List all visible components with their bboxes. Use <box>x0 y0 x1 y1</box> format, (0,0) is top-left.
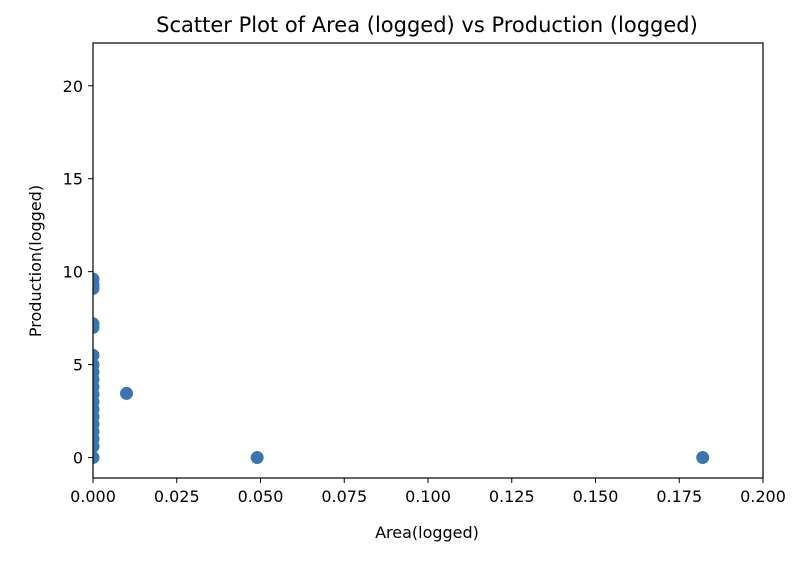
data-point <box>93 451 100 465</box>
x-tick-label: 0.025 <box>154 487 200 506</box>
data-point <box>93 317 100 331</box>
x-tick-label: 0.000 <box>70 487 116 506</box>
x-tick-label: 0.125 <box>489 487 535 506</box>
x-tick-label: 0.175 <box>656 487 702 506</box>
x-tick-label: 0.150 <box>573 487 619 506</box>
chart-title: Scatter Plot of Area (logged) vs Product… <box>156 13 698 37</box>
x-tick-label: 0.050 <box>238 487 284 506</box>
points-layer <box>93 272 710 465</box>
x-tick-label: 0.075 <box>321 487 367 506</box>
y-axis-label: Production(logged) <box>26 185 45 337</box>
data-point <box>250 451 264 465</box>
y-tick-label: 0 <box>73 449 83 468</box>
x-axis-ticks: 0.000 0.025 0.050 0.075 0.100 0.125 0.150 0.175… <box>70 478 786 506</box>
y-tick-label: 15 <box>63 170 83 189</box>
data-point <box>696 451 710 465</box>
data-point <box>120 386 133 400</box>
x-tick-label: 0.100 <box>405 487 451 506</box>
data-point <box>93 348 100 362</box>
x-tick-label: 0.200 <box>740 487 786 506</box>
plot-frame <box>92 42 764 479</box>
y-axis-ticks: 0 5 10 15 20 <box>63 77 93 468</box>
y-tick-label: 5 <box>73 356 83 375</box>
x-axis-label: Area(logged) <box>375 523 479 542</box>
y-tick-label: 10 <box>63 263 83 282</box>
y-tick-label: 20 <box>63 77 83 96</box>
data-point <box>93 272 100 286</box>
